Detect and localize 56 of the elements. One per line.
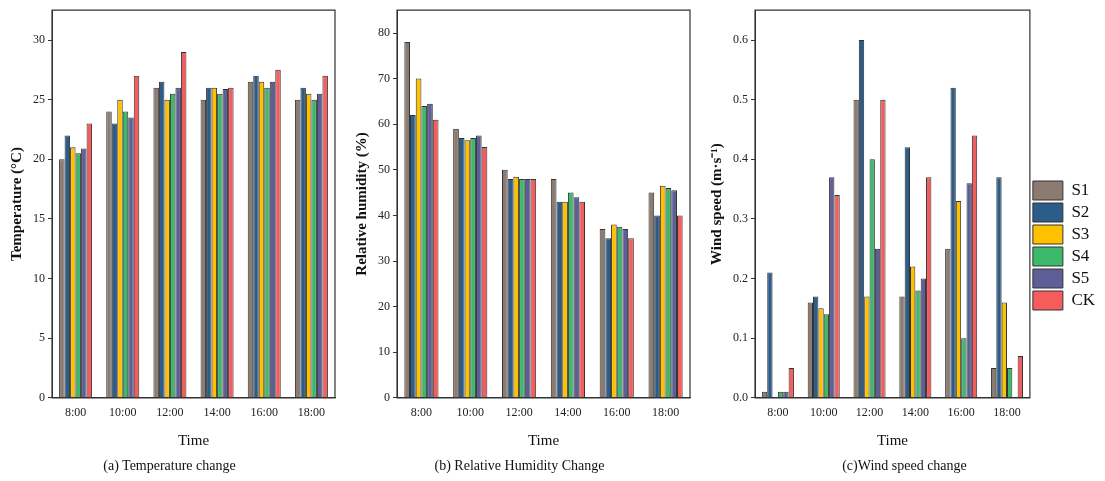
legend-label: S2 — [1071, 201, 1090, 221]
legend-label: S1 — [1071, 179, 1090, 199]
y-tick-label: 40 — [378, 207, 390, 222]
x-tick-label: 12:00 — [505, 405, 533, 420]
y-tick-label: 0.6 — [733, 32, 748, 47]
x-tick-label: 12:00 — [855, 405, 884, 420]
y-tick-label: 30 — [378, 253, 390, 268]
y-tick-label: 50 — [378, 161, 390, 176]
x-tick-label: 18:00 — [993, 405, 1021, 420]
y-tick-label: 80 — [378, 25, 390, 40]
x-tick-label: 16:00 — [947, 405, 975, 420]
text: (b) Relative Humidity Change — [434, 458, 605, 475]
y-tick-label: 0.4 — [733, 151, 748, 166]
x-tick-label: 10:00 — [109, 405, 137, 420]
y-tick-label: 10 — [33, 270, 45, 285]
y-tick-label: 0.2 — [733, 270, 748, 285]
x-axis-title: Time — [527, 432, 560, 449]
x-tick-label: 8:00 — [410, 405, 433, 420]
x-tick-label: 14:00 — [554, 405, 582, 420]
x-tick-label: 14:00 — [901, 405, 930, 420]
y-tick-label: 30 — [33, 32, 45, 47]
y-tick-label: 0.3 — [733, 211, 748, 226]
y-tick-label: 15 — [33, 211, 45, 226]
x-axis-title: Time — [177, 432, 210, 449]
y-tick-label: 0.1 — [733, 330, 748, 345]
y-axis-title: Temperature (°C) — [7, 147, 25, 261]
x-tick-label: 18:00 — [651, 405, 680, 420]
y-tick-label: 0 — [384, 389, 390, 404]
legend-label: S5 — [1071, 267, 1090, 287]
x-tick-label: 8:00 — [767, 405, 789, 420]
x-tick-label: 10:00 — [456, 405, 484, 420]
legend-label: CK — [1071, 289, 1096, 309]
x-tick-label: 12:00 — [156, 405, 184, 420]
legend-label: S4 — [1071, 245, 1090, 265]
x-tick-label: 16:00 — [250, 405, 278, 420]
x-axis-title: Time — [876, 432, 909, 449]
y-axis-title: Relative humidity (%) — [352, 132, 370, 276]
y-tick-label: 20 — [378, 298, 390, 313]
x-tick-label: 14:00 — [203, 405, 231, 420]
x-tick-label: 8:00 — [64, 405, 87, 420]
text: (c)Wind speed change — [842, 458, 967, 475]
y-axis-title: Wind speed (m·s⁻¹) — [707, 143, 725, 265]
y-tick-label: 0 — [39, 389, 45, 404]
x-tick-label: 10:00 — [810, 405, 838, 420]
y-tick-label: 20 — [33, 151, 45, 166]
legend-label: S3 — [1071, 223, 1090, 243]
y-tick-label: 0.0 — [733, 389, 748, 404]
text: (a) Temperature change — [103, 458, 236, 475]
y-tick-label: 10 — [378, 344, 390, 359]
y-tick-label: 60 — [378, 116, 390, 131]
y-tick-label: 0.5 — [733, 91, 748, 106]
x-tick-label: 18:00 — [297, 405, 326, 420]
y-tick-label: 25 — [33, 91, 45, 106]
x-tick-label: 16:00 — [603, 405, 631, 420]
y-tick-label: 5 — [39, 330, 45, 345]
y-tick-label: 70 — [378, 70, 390, 85]
